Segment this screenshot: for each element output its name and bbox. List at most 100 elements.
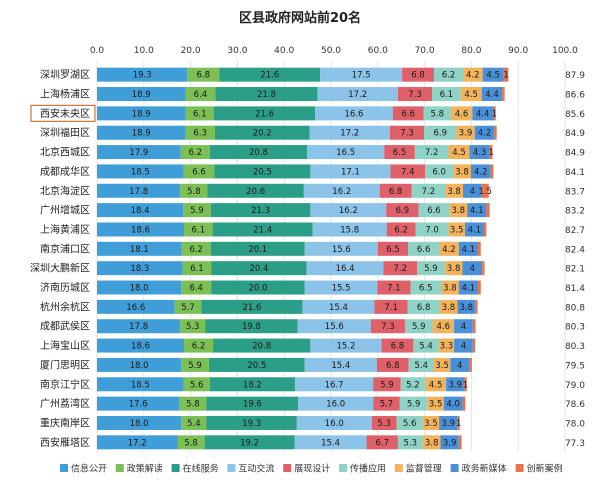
bar-segment xyxy=(467,203,487,218)
segment-value-label: 6.5 xyxy=(386,245,400,255)
bar-segment xyxy=(469,357,472,372)
total-label: 82.4 xyxy=(565,245,585,255)
bar-segment xyxy=(317,87,398,102)
segment-value-label: 20.6 xyxy=(246,187,265,197)
segment-value-label: 19.6 xyxy=(243,400,262,410)
total-labels: 87.9 86.6 85.6 84.9 84.9 84.1 83.7 83.2 82.7 82.4… xyxy=(565,71,585,449)
bar-segment xyxy=(219,67,321,82)
legend-swatch xyxy=(515,464,524,472)
segment-value-label: 6.0 xyxy=(432,167,446,177)
segment-value-label: 19.8 xyxy=(242,322,261,332)
segment-value-label: 16.2 xyxy=(339,206,358,216)
x-axis-ticks: 0.0 10.0 20.0 30.0 40.0 50.0 60.0 70.0 80.0 90.0 1… xyxy=(90,46,578,56)
x-tick-label: 30.0 xyxy=(227,46,247,56)
bar-segment xyxy=(445,183,463,198)
segment-value-label: 5.6 xyxy=(190,380,204,390)
bar-segment xyxy=(215,87,318,102)
bar-segment xyxy=(438,338,455,353)
segment-value-label: 6.6 xyxy=(192,167,206,177)
bar-segment xyxy=(97,396,180,411)
segment-value-label: 3.5 xyxy=(429,400,443,410)
bar-segment xyxy=(97,241,182,256)
bar-segment xyxy=(462,183,482,198)
bar-segment xyxy=(184,338,214,353)
bar-segment xyxy=(181,280,212,295)
bar-segment xyxy=(450,357,470,372)
segment-value-label: 6.5 xyxy=(393,148,407,158)
x-tick-label: 90.0 xyxy=(508,46,528,56)
bar-segment xyxy=(450,106,473,121)
segment-value-label: 16.6 xyxy=(126,303,145,313)
segment-value-label: 4.5 xyxy=(452,148,466,158)
bar-segment xyxy=(439,299,458,314)
total-label: 83.7 xyxy=(565,187,585,197)
segment-value-label: 4.1 xyxy=(470,206,484,216)
bar-segment xyxy=(490,164,494,179)
bar-segment xyxy=(181,241,211,256)
bar-segment xyxy=(469,145,490,160)
bar-segment xyxy=(201,299,303,314)
bar-segment xyxy=(440,435,459,450)
bar-segment xyxy=(460,87,482,102)
segment-value-label: 6.4 xyxy=(194,90,208,100)
bar-segment xyxy=(397,435,423,450)
bar-segment xyxy=(475,299,478,314)
total-label: 82.7 xyxy=(565,226,585,236)
segment-value-label: 16.7 xyxy=(325,380,344,390)
bar-segment xyxy=(418,203,450,218)
bar-segment xyxy=(379,183,412,198)
segment-value-label: 20.8 xyxy=(249,148,268,158)
category-label: 西安未央区 xyxy=(40,107,90,120)
segment-value-label: 15.4 xyxy=(331,361,350,371)
segment-value-label: 17.5 xyxy=(352,71,371,81)
bar-segment xyxy=(294,435,367,450)
bar-segment xyxy=(304,280,378,295)
category-label: 深圳罗湖区 xyxy=(40,69,90,81)
segment-value-label: 6.5 xyxy=(419,284,433,294)
bar-segment xyxy=(97,377,184,392)
total-label: 80.3 xyxy=(565,323,585,333)
segment-value-label: 6.2 xyxy=(189,245,203,255)
bar-segment xyxy=(449,203,468,218)
legend: 信息公开 政策解读 在线服务 互动交流 展现设计 传播应用 监督管理 政务新媒体 创新案例 xyxy=(60,463,563,475)
total-label: 82.1 xyxy=(565,265,585,275)
bar-segment xyxy=(212,222,313,237)
segment-value-label: 18.0 xyxy=(130,284,149,294)
legend-swatch xyxy=(227,464,236,472)
segment-value-label: 1 xyxy=(488,148,493,158)
bar-segment xyxy=(294,377,374,392)
bar-segment xyxy=(187,67,220,82)
segment-value-label: 15.6 xyxy=(325,322,344,332)
segment-value-label: 5.4 xyxy=(187,419,201,429)
segment-value-label: 20.4 xyxy=(249,264,268,274)
category-label: 西安雁塔区 xyxy=(40,436,90,449)
segment-value-label: 21.3 xyxy=(251,206,270,216)
segment-value-label: 7.2 xyxy=(425,148,439,158)
bar-segment xyxy=(207,183,304,198)
segment-value-label: 3.8 xyxy=(447,187,461,197)
bar-segment xyxy=(97,67,188,82)
segment-value-label: 4.2 xyxy=(466,71,480,81)
segment-value-label: 5.8 xyxy=(184,438,198,448)
legend-label: 在线服务 xyxy=(183,463,219,475)
bar-segment xyxy=(462,396,466,411)
category-label: 上海黄浦区 xyxy=(40,223,90,236)
bar-segment xyxy=(298,396,374,411)
segment-value-label: 6.9 xyxy=(434,129,448,139)
segment-value-label: 3.9 xyxy=(459,129,473,139)
segment-value-label: 6.2 xyxy=(394,225,408,235)
segment-value-label: 5.3 xyxy=(377,419,391,429)
bar-segment xyxy=(97,87,186,102)
category-label: 重庆南岸区 xyxy=(40,416,90,429)
segment-value-label: 18.0 xyxy=(130,361,149,371)
bar-segment xyxy=(371,415,397,430)
bar-segment xyxy=(407,299,440,314)
x-tick-label: 100.0 xyxy=(552,46,578,56)
segment-value-label: 4.4 xyxy=(485,90,499,100)
segment-value-label: 18.6 xyxy=(131,342,150,352)
chart-title: 区县政府网站前20名 xyxy=(239,10,361,26)
segment-value-label: 4.1 xyxy=(462,284,476,294)
bar-segment xyxy=(408,241,440,256)
bar-segment xyxy=(97,145,181,160)
bar-segment xyxy=(214,164,311,179)
